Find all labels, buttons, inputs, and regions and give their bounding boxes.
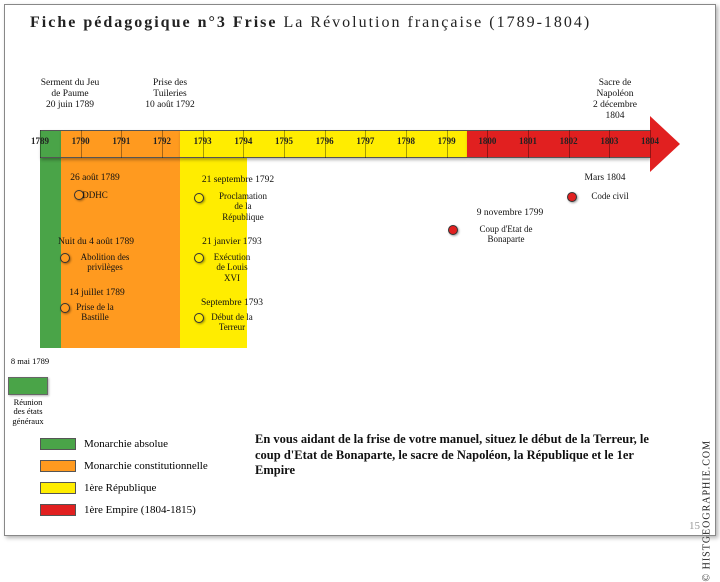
event-dot	[567, 192, 577, 202]
top-annotation: Sacre deNapoléon2 décembre1804	[593, 78, 637, 122]
tick-label: 1797	[348, 136, 382, 146]
tick-label: 1793	[186, 136, 220, 146]
legend-label: 1ère République	[84, 482, 156, 494]
far-left-heading: 8 mai 1789	[11, 357, 49, 366]
event-label: Exécutionde LouisXVI	[214, 252, 251, 283]
legend-swatch	[40, 482, 76, 494]
legend-label: Monarchie absolue	[84, 438, 168, 450]
event-dot	[194, 253, 204, 263]
far-left-block	[8, 377, 48, 395]
event-label: Abolition desprivilèges	[81, 252, 130, 273]
tick-label: 1802	[552, 136, 586, 146]
tick-label: 1799	[430, 136, 464, 146]
title-rest: La Révolution française (1789-1804)	[278, 14, 592, 31]
tick-label: 1798	[389, 136, 423, 146]
event-label: Code civil	[591, 191, 628, 201]
legend-row: 1ère Empire (1804-1815)	[40, 504, 196, 516]
page-number: 15	[689, 520, 700, 532]
tick-label: 1801	[511, 136, 545, 146]
tick-label: 1796	[308, 136, 342, 146]
tick-label: 1794	[226, 136, 260, 146]
event-dot	[60, 303, 70, 313]
event-dot	[194, 193, 204, 203]
tick-label: 1800	[470, 136, 504, 146]
tick-label: 1790	[64, 136, 98, 146]
tick-label: 1792	[145, 136, 179, 146]
event-heading: 26 août 1789	[70, 173, 120, 184]
far-left-label: Réuniondes étatsgénéraux	[12, 398, 43, 426]
event-label: Coup d'Etat deBonaparte	[479, 224, 532, 245]
event-heading: 9 novembre 1799	[477, 208, 544, 219]
legend-label: Monarchie constitutionnelle	[84, 460, 208, 472]
tick-label: 1795	[267, 136, 301, 146]
legend-swatch	[40, 504, 76, 516]
event-label: DDHC	[82, 190, 108, 200]
event-heading: Septembre 1793	[201, 298, 263, 309]
tick-label: 1791	[104, 136, 138, 146]
event-label: Début de laTerreur	[211, 312, 252, 333]
event-dot	[448, 225, 458, 235]
tick-label: 1789	[23, 136, 57, 146]
event-heading: Mars 1804	[585, 173, 626, 184]
legend-row: Monarchie constitutionnelle	[40, 460, 208, 472]
event-label: Proclamationde laRépublique	[219, 191, 267, 222]
instruction-text: En vous aidant de la frise de votre manu…	[255, 432, 655, 479]
event-heading: 14 juillet 1789	[69, 288, 124, 299]
top-annotation: Serment du Jeude Paume20 juin 1789	[41, 78, 100, 111]
event-label: Prise de laBastille	[76, 302, 114, 323]
top-annotation: Prise desTuileries10 août 1792	[145, 78, 195, 111]
legend-swatch	[40, 438, 76, 450]
event-heading: 21 septembre 1792	[202, 175, 274, 186]
legend-row: Monarchie absolue	[40, 438, 168, 450]
legend-label: 1ère Empire (1804-1815)	[84, 504, 196, 516]
copyright-label: © HISTGEOGRAPHIE.COM	[701, 440, 712, 582]
legend-swatch	[40, 460, 76, 472]
tick-label: 1803	[592, 136, 626, 146]
title-bold: Fiche pédagogique n°3 Frise	[30, 14, 278, 31]
tick-label: 1804	[633, 136, 667, 146]
timeline-arrow: 1789179017911792179317941795179617971798…	[40, 130, 680, 158]
event-dot	[194, 313, 204, 323]
timeline-body-segment	[40, 158, 61, 348]
event-dot	[60, 253, 70, 263]
event-heading: Nuit du 4 août 1789	[58, 237, 134, 248]
page-title: Fiche pédagogique n°3 Frise La Révolutio…	[30, 14, 591, 32]
event-heading: 21 janvier 1793	[202, 237, 262, 248]
legend-row: 1ère République	[40, 482, 156, 494]
